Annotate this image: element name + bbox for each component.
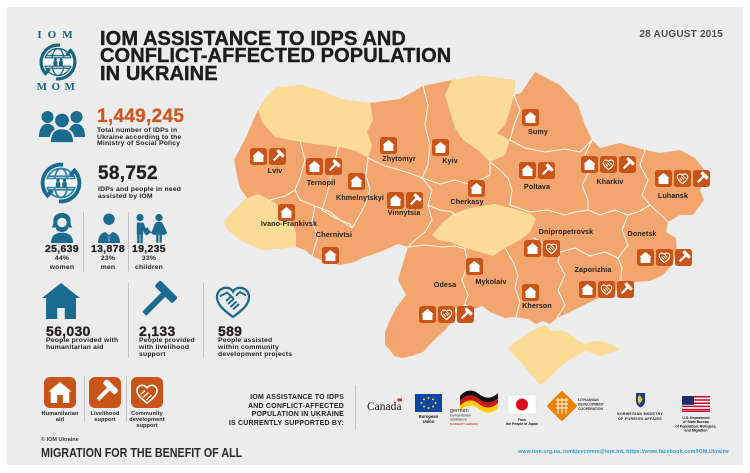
svg-text:FUNDED BY GERMANY: FUNDED BY GERMANY xyxy=(450,422,479,426)
svg-text:Cherkasy: Cherkasy xyxy=(450,197,483,206)
svg-text:assistance: assistance xyxy=(450,418,467,422)
svg-text:Luhansk: Luhansk xyxy=(658,191,688,200)
svg-text:Vinnytsia: Vinnytsia xyxy=(388,208,422,217)
svg-text:Sumy: Sumy xyxy=(528,127,548,136)
svg-text:Chernivtsi: Chernivtsi xyxy=(316,230,352,239)
svg-text:From: From xyxy=(518,418,526,422)
svg-text:Kherson: Kherson xyxy=(522,301,552,310)
svg-text:Union: Union xyxy=(423,419,435,424)
svg-text:Odesa: Odesa xyxy=(434,280,457,289)
svg-text:U.S. Department: U.S. Department xyxy=(682,416,710,420)
svg-text:DEVELOPMENT: DEVELOPMENT xyxy=(578,403,605,407)
svg-text:Zaporizhia: Zaporizhia xyxy=(575,265,613,274)
svg-text:LITHUANIAN: LITHUANIAN xyxy=(578,398,599,402)
svg-text:NORWEGIAN MINISTRY: NORWEGIAN MINISTRY xyxy=(617,412,663,416)
svg-text:Zhytomyr: Zhytomyr xyxy=(382,154,416,163)
svg-text:Lviv: Lviv xyxy=(268,166,283,175)
svg-text:Khmelnytskyi: Khmelnytskyi xyxy=(336,193,384,202)
svg-text:OF FOREIGN AFFAIRS: OF FOREIGN AFFAIRS xyxy=(618,417,662,421)
svg-text:Kharkiv: Kharkiv xyxy=(596,177,623,186)
svg-text:german: german xyxy=(450,408,469,414)
svg-text:Kyiv: Kyiv xyxy=(442,156,458,165)
svg-text:Donetsk: Donetsk xyxy=(627,229,656,238)
svg-text:Canada: Canada xyxy=(367,401,401,413)
svg-text:the People of Japan: the People of Japan xyxy=(506,422,538,426)
svg-text:Ternopil: Ternopil xyxy=(307,178,336,187)
svg-text:MOM: MOM xyxy=(37,81,80,93)
svg-text:Poltava: Poltava xyxy=(524,182,551,191)
svg-text:European: European xyxy=(419,414,439,419)
svg-text:IOM: IOM xyxy=(37,29,78,41)
svg-text:of State Bureau: of State Bureau xyxy=(683,420,709,424)
svg-text:Ivano-Frankivsk: Ivano-Frankivsk xyxy=(261,219,317,228)
svg-text:Dnipropetrovsk: Dnipropetrovsk xyxy=(539,227,594,236)
svg-text:and Migration: and Migration xyxy=(685,429,708,433)
svg-text:of Population, Refugees,: of Population, Refugees, xyxy=(675,424,716,428)
svg-text:Mykolaiv: Mykolaiv xyxy=(475,277,506,286)
svg-text:COOPERATION: COOPERATION xyxy=(578,407,604,411)
svg-text:humanitarian: humanitarian xyxy=(450,414,471,418)
